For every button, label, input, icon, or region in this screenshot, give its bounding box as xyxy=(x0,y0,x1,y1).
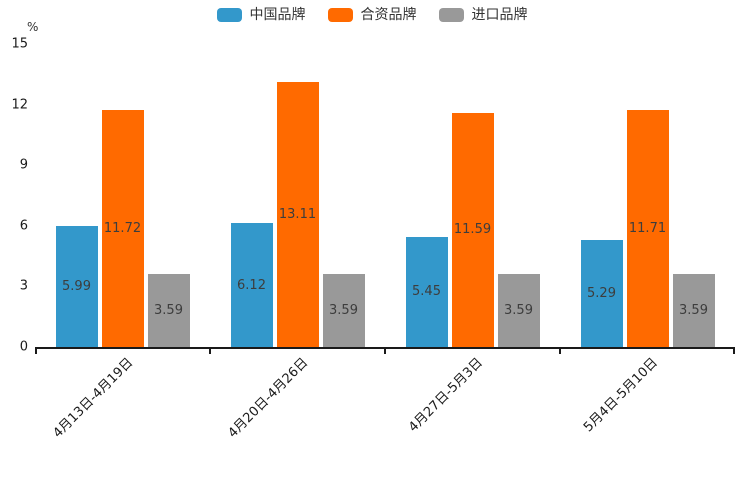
x-tick-mark xyxy=(559,347,561,354)
x-tick-label: 4月27日-5月3日 xyxy=(406,355,487,436)
legend-label-joint-venture-brands: 合资品牌 xyxy=(360,7,417,23)
y-axis-unit-label: % xyxy=(27,20,39,34)
legend-swatch-joint-venture-brands xyxy=(327,8,353,22)
x-tick-label: 4月20日-4月26日 xyxy=(225,355,312,442)
legend-item-china-brands[interactable]: 中国品牌 xyxy=(216,7,306,23)
bar-s1-c1: 13.11 xyxy=(276,82,319,347)
bar-s2-c0: 3.59 xyxy=(147,274,190,347)
x-tick-label: 5月4日-5月10日 xyxy=(581,355,662,436)
bar-s2-c3: 3.59 xyxy=(672,274,715,347)
legend-item-joint-venture-brands[interactable]: 合资品牌 xyxy=(327,7,417,23)
plot-area: 5.99 11.72 3.59 6.12 13.11 3.59 5.45 11.59 3.59 5… xyxy=(35,44,735,354)
bar-s0-c0: 5.99 xyxy=(55,226,98,347)
legend: 中国品牌 合资品牌 进口品牌 xyxy=(0,8,744,22)
bar-s2-c1: 3.59 xyxy=(322,274,365,347)
x-tick-mark xyxy=(384,347,386,354)
x-tick-mark xyxy=(35,347,37,354)
y-tick-label: 0 xyxy=(19,339,28,355)
bar-value-label: 3.59 xyxy=(154,303,183,319)
x-tick-mark xyxy=(733,347,735,354)
bar-s0-c1: 6.12 xyxy=(230,223,273,347)
x-tick-mark xyxy=(209,347,211,354)
legend-swatch-china-brands xyxy=(216,8,242,22)
bar-value-label: 6.12 xyxy=(237,277,266,293)
bar-s2-c2: 3.59 xyxy=(497,274,540,347)
y-tick-label: 15 xyxy=(11,36,28,52)
y-tick-label: 3 xyxy=(19,278,28,294)
bar-value-label: 3.59 xyxy=(679,303,708,319)
bar-s0-c2: 5.45 xyxy=(405,236,448,347)
y-tick-label: 12 xyxy=(11,97,28,113)
legend-swatch-import-brands xyxy=(438,8,464,22)
bar-value-label: 11.72 xyxy=(103,221,142,237)
bar-value-label: 11.71 xyxy=(628,221,667,237)
bar-value-label: 11.59 xyxy=(453,222,492,238)
bar-s0-c3: 5.29 xyxy=(580,240,623,347)
bar-s1-c2: 11.59 xyxy=(451,112,494,347)
y-tick-label: 9 xyxy=(19,157,28,173)
bar-value-label: 5.99 xyxy=(62,279,91,294)
bar-value-label: 5.29 xyxy=(587,286,616,302)
legend-label-import-brands: 进口品牌 xyxy=(471,7,528,23)
x-tick-label: 4月13日-4月19日 xyxy=(50,355,137,442)
bar-value-label: 13.11 xyxy=(278,207,317,223)
bar-s1-c0: 11.72 xyxy=(101,110,144,347)
legend-item-import-brands[interactable]: 进口品牌 xyxy=(438,7,528,23)
legend-label-china-brands: 中国品牌 xyxy=(249,7,306,23)
bar-value-label: 3.59 xyxy=(329,303,358,319)
bar-value-label: 3.59 xyxy=(504,303,533,319)
bar-value-label: 5.45 xyxy=(412,284,441,300)
y-tick-label: 6 xyxy=(19,218,28,234)
bar-s1-c3: 11.71 xyxy=(626,110,669,347)
